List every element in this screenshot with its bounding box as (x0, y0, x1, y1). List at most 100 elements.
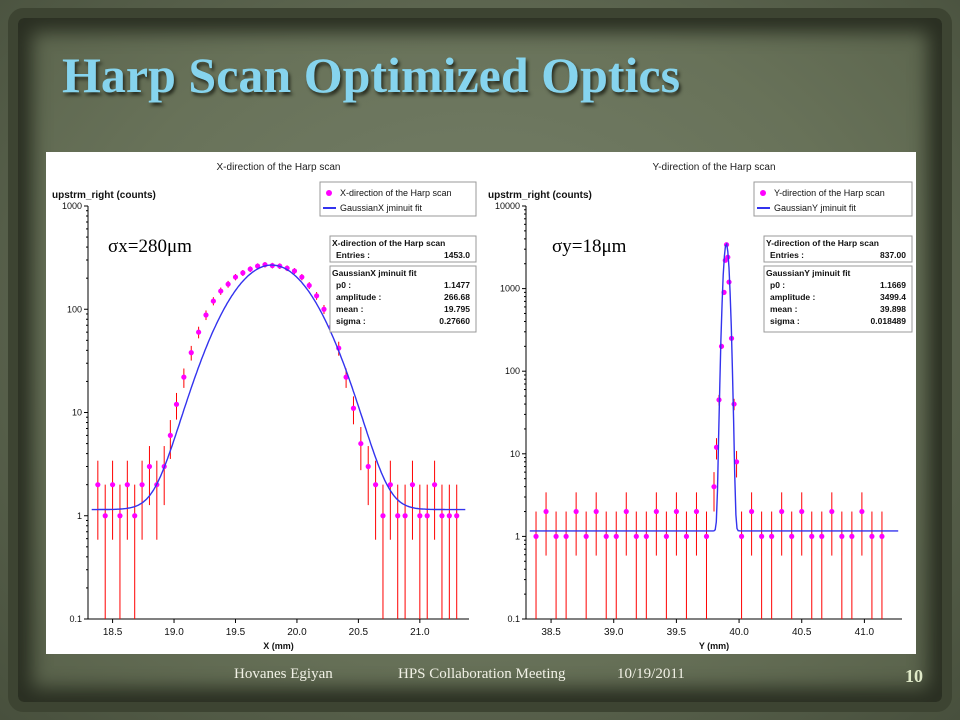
data-point (181, 374, 187, 380)
data-point (603, 533, 609, 539)
y-tick-label: 100 (505, 366, 520, 376)
data-point (210, 298, 216, 304)
data-point (218, 288, 224, 294)
data-series (533, 242, 885, 619)
data-point (291, 268, 298, 274)
chart-title: Y-direction of the Harp scan (652, 162, 775, 173)
x-tick-label: 20.0 (287, 627, 307, 638)
data-point (869, 533, 875, 539)
y-tick-label: 0.1 (507, 614, 520, 624)
data-point (799, 508, 805, 515)
data-point (350, 405, 357, 411)
data-point (779, 508, 785, 515)
data-point (358, 440, 364, 447)
fit-param-label: p0 : (336, 280, 351, 290)
data-point (306, 282, 312, 289)
data-point (395, 513, 401, 519)
y-tick-label: 1000 (62, 201, 82, 211)
data-point (759, 533, 765, 539)
data-point (409, 482, 416, 488)
data-point (553, 533, 559, 539)
fit-box (763, 265, 913, 333)
y-tick-label: 10000 (495, 201, 520, 211)
data-point (402, 513, 408, 519)
data-point (109, 482, 116, 488)
data-point (446, 513, 452, 519)
data-point (613, 533, 619, 539)
data-point (731, 401, 737, 407)
data-point (733, 459, 740, 465)
data-point (653, 508, 659, 515)
fit-param-label: p0 : (770, 280, 785, 290)
fit-param-value: 0.018489 (871, 316, 907, 326)
data-point (173, 401, 180, 407)
y-tick-label: 1 (77, 511, 82, 521)
data-point (829, 508, 835, 515)
stats-label: Entries : (336, 250, 370, 260)
data-point (769, 533, 775, 539)
fit-param-value: 19.795 (444, 304, 470, 314)
legend-marker-points (760, 190, 766, 196)
x-tick-label: 39.0 (604, 627, 624, 638)
x-tick-label: 41.0 (855, 627, 875, 638)
stats-value: 837.00 (880, 250, 906, 260)
fit-param-label: sigma : (336, 316, 366, 326)
stats-box (329, 235, 477, 263)
data-point (718, 343, 725, 349)
data-point (593, 508, 599, 515)
legend-entry: GaussianY jminuit fit (774, 203, 856, 213)
data-point (196, 329, 202, 335)
legend-marker-points (326, 190, 332, 196)
footer-author: Hovanes Egiyan (234, 666, 333, 682)
fit-param-label: mean : (770, 304, 798, 314)
legend-entry: X-direction of the Harp scan (340, 188, 452, 198)
y-axis-label: upstrm_right (counts) (52, 190, 156, 201)
y-tick-label: 0.1 (69, 614, 82, 624)
data-point (879, 533, 885, 539)
fit-box-title: GaussianX jminuit fit (332, 268, 417, 278)
slide-title: Harp Scan Optimized Optics (62, 47, 681, 103)
data-point (693, 508, 700, 515)
footer-meeting: HPS Collaboration Meeting (398, 666, 566, 682)
data-point (663, 533, 669, 539)
data-point (255, 263, 261, 269)
data-point (167, 432, 173, 439)
stats-value: 1453.0 (444, 250, 470, 260)
data-point (623, 508, 629, 515)
stats-box-title: X-direction of the Harp scan (332, 238, 445, 248)
fit-param-label: amplitude : (336, 292, 382, 302)
data-point (240, 270, 246, 276)
data-point (387, 482, 393, 488)
stats-label: Entries : (770, 250, 804, 260)
data-point (117, 513, 123, 519)
data-point (203, 312, 209, 318)
data-point (583, 533, 589, 539)
y-tick-label: 1 (515, 531, 520, 541)
fit-param-value: 1.1669 (880, 280, 906, 290)
data-point (380, 513, 386, 519)
x-tick-label: 21.0 (410, 627, 430, 638)
y-tick-label: 10 (72, 408, 82, 418)
data-point (439, 513, 445, 519)
data-point (225, 281, 231, 287)
data-point (95, 482, 101, 488)
data-point (789, 533, 795, 539)
y-tick-label: 1000 (500, 284, 520, 294)
legend-entry: Y-direction of the Harp scan (774, 188, 885, 198)
x-tick-label: 39.5 (667, 627, 687, 638)
slide-footer: Hovanes Egiyan HPS Collaboration Meeting… (0, 660, 960, 690)
data-point (673, 508, 679, 515)
data-point (431, 482, 438, 488)
fit-curve (529, 242, 899, 532)
y-tick-label: 100 (67, 304, 82, 314)
data-point (321, 306, 327, 312)
data-point (849, 533, 855, 539)
fit-curve (91, 264, 466, 511)
x-axis-label: X (mm) (263, 641, 294, 651)
data-point (749, 508, 755, 515)
fit-param-value: 0.27660 (439, 316, 470, 326)
footer-date: 10/19/2011 (617, 666, 685, 682)
plot-panel: X-direction of the Harp scan upstrm_right… (46, 152, 916, 654)
data-point (859, 508, 865, 515)
chart-title: X-direction of the Harp scan (217, 162, 341, 173)
